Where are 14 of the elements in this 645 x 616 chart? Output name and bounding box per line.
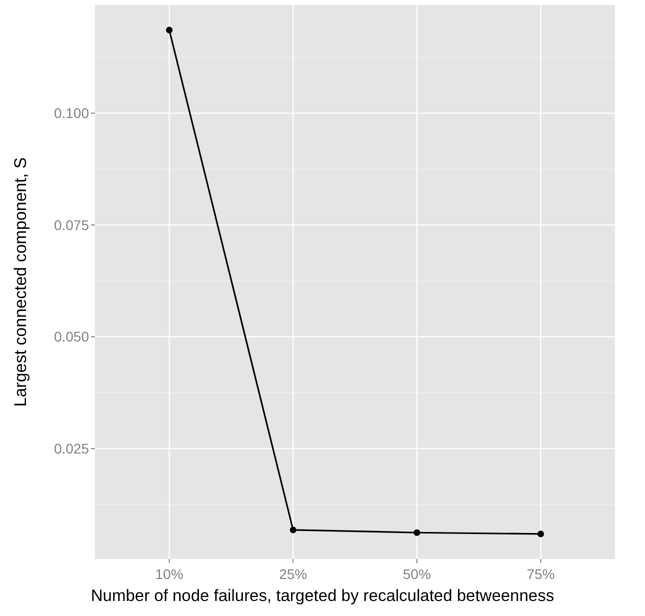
- y-tick-label: 0.050: [54, 328, 90, 345]
- y-tick-label: 0.100: [54, 105, 90, 122]
- y-axis-title: Largest connected component, S: [11, 157, 30, 407]
- y-tick-label: 0.075: [54, 216, 90, 233]
- x-axis-title: Number of node failures, targeted by recalculated betweenness: [90, 587, 554, 605]
- x-tick-label: 10%: [155, 566, 184, 582]
- point: [166, 26, 173, 34]
- y-tick-label: 0.025: [54, 440, 90, 456]
- point: [414, 529, 420, 536]
- point: [537, 530, 544, 538]
- point: [290, 526, 296, 534]
- x-tick-label: 25%: [279, 566, 308, 582]
- x-tick-label: 75%: [526, 566, 555, 582]
- x-tick-label: 50%: [402, 566, 431, 582]
